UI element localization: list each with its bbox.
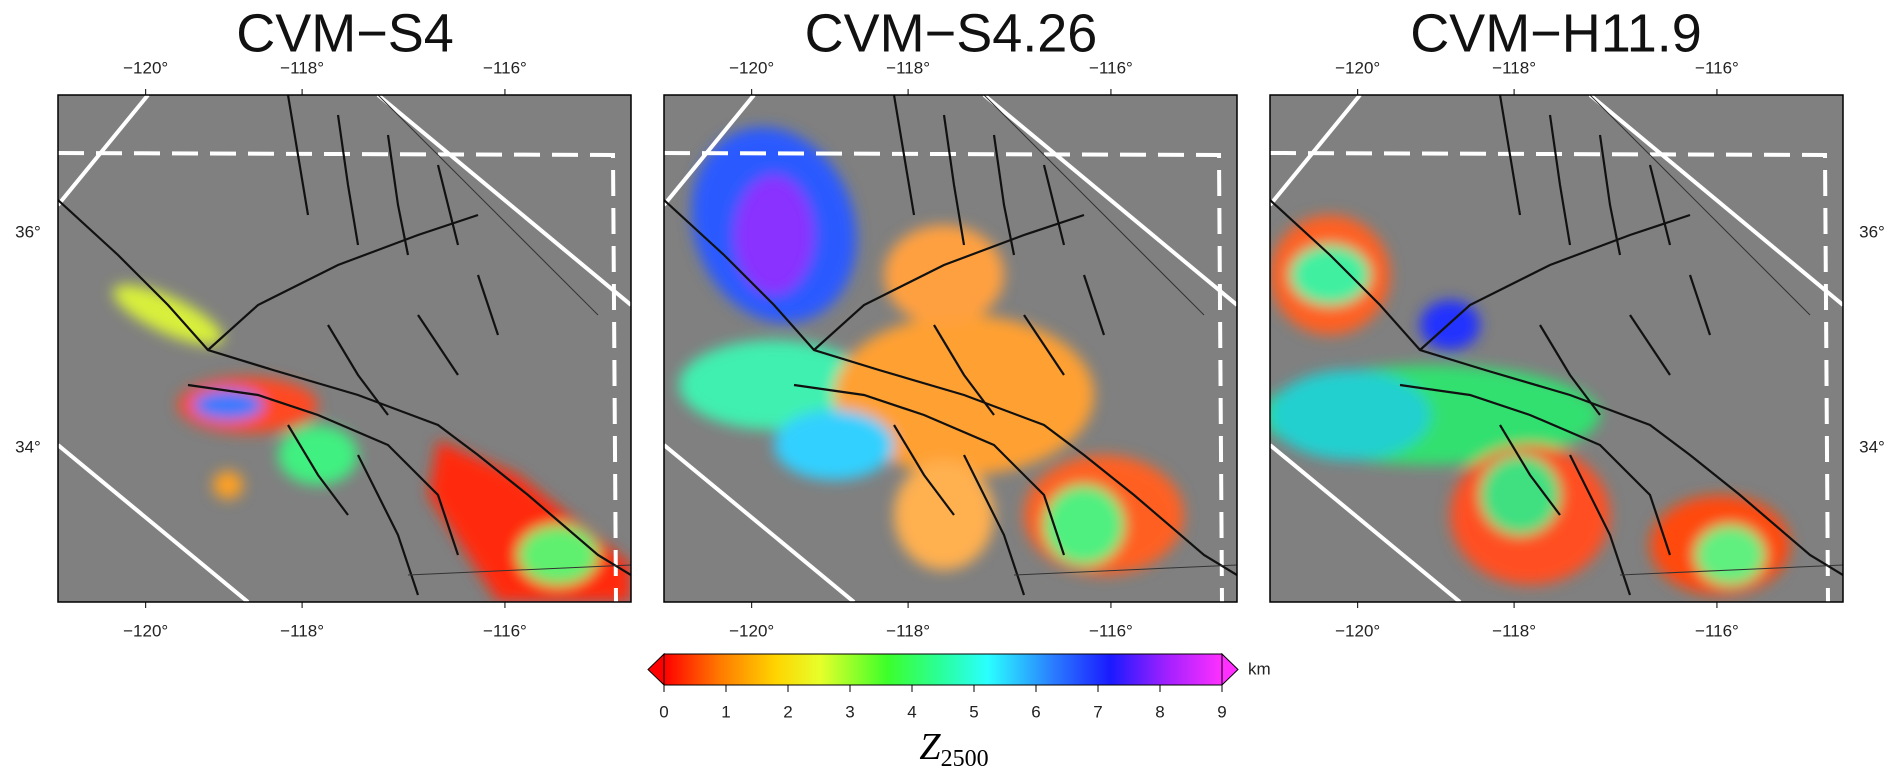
panel-title: CVM−H11.9: [1410, 3, 1702, 63]
lat-tick-label: 34°: [15, 437, 41, 456]
lon-tick-label: −116°: [1695, 621, 1739, 640]
frames: [57, 94, 1844, 603]
lon-tick-label: −118°: [1492, 621, 1536, 640]
map-panel: [58, 95, 631, 602]
colorbar-tick-label: 1: [721, 702, 730, 721]
lat-tick-label: 34°: [1859, 437, 1885, 456]
lon-tick-label: −120°: [729, 621, 774, 640]
colorbar-tick-label: 3: [845, 702, 854, 721]
colorbar-tick-label: 6: [1031, 702, 1040, 721]
map-panel: [1270, 95, 1843, 602]
lon-tick-label: −116°: [1089, 621, 1133, 640]
lon-tick-label: −116°: [483, 58, 527, 77]
colorbar-tick-label: 9: [1217, 702, 1226, 721]
colorbar-tick-label: 8: [1155, 702, 1164, 721]
colorbar: km Z2500: [647, 652, 1271, 771]
colorbar-tick-label: 2: [783, 702, 792, 721]
lon-tick-label: −118°: [280, 621, 324, 640]
lon-tick-label: −118°: [280, 58, 324, 77]
lon-tick-label: −120°: [1335, 58, 1380, 77]
panel-title: CVM−S4: [236, 3, 454, 63]
lon-tick-label: −116°: [483, 621, 527, 640]
lon-tick-label: −120°: [123, 621, 168, 640]
map-panel: [664, 95, 1237, 602]
colorbar-tick-label: 0: [659, 702, 668, 721]
lon-tick-label: −118°: [1492, 58, 1536, 77]
lon-tick-label: −120°: [1335, 621, 1380, 640]
colorbar-label: Z2500: [919, 726, 988, 771]
colorbar-tick-label: 5: [969, 702, 978, 721]
lon-tick-label: −116°: [1089, 58, 1133, 77]
lon-tick-label: −120°: [123, 58, 168, 77]
lat-tick-label: 36°: [1859, 222, 1885, 241]
colorbar-tick-label: 7: [1093, 702, 1102, 721]
lon-tick-label: −118°: [886, 621, 930, 640]
colorbar-tick-label: 4: [907, 702, 916, 721]
lon-tick-label: −116°: [1695, 58, 1739, 77]
lon-tick-label: −120°: [729, 58, 774, 77]
panel-title: CVM−S4.26: [805, 3, 1098, 63]
colorbar-unit: km: [1248, 659, 1271, 678]
lon-tick-label: −118°: [886, 58, 930, 77]
lat-tick-label: 36°: [15, 222, 41, 241]
